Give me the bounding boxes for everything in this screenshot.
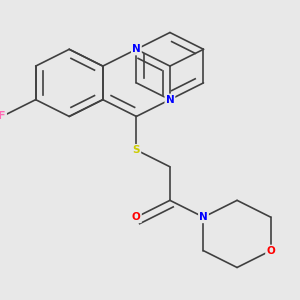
- Text: N: N: [166, 95, 174, 105]
- Text: O: O: [266, 246, 275, 256]
- Text: N: N: [199, 212, 208, 222]
- Text: F: F: [0, 111, 6, 122]
- Text: N: N: [132, 44, 141, 54]
- Text: O: O: [132, 212, 141, 222]
- Text: S: S: [133, 145, 140, 155]
